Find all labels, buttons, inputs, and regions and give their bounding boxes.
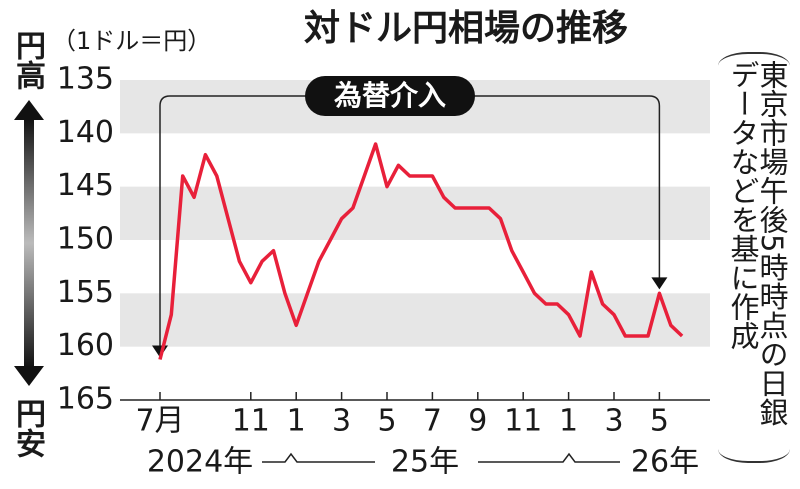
y-tick-label: 160 (57, 328, 114, 363)
line-series (158, 142, 684, 360)
y-tick-label: 145 (57, 168, 114, 203)
unit-label: （1ドル＝円） (52, 27, 211, 55)
bands (120, 80, 710, 347)
chart-title: 対ドル円相場の推移 (304, 8, 628, 49)
annotation-label: 為替介入 (334, 79, 446, 112)
y-bottom-label: 円安 (10, 398, 45, 458)
grid-band (120, 186, 710, 240)
x-tick-label: 3 (604, 404, 623, 439)
annotation-box (305, 76, 475, 116)
year-label: 26年 (631, 445, 699, 480)
arrow-head (14, 100, 44, 120)
x-tick-label: 1 (559, 404, 578, 439)
arrow-head (14, 366, 44, 386)
x-tick-label: 3 (332, 404, 351, 439)
annotation-arrow (651, 277, 668, 290)
y-top-label: 円高 (10, 30, 45, 90)
x-tick-label: 11 (232, 404, 270, 439)
year-axis (262, 452, 620, 463)
x-tick-label: 1 (287, 404, 306, 439)
y-tick-label: 135 (57, 62, 114, 97)
y-direction-arrow (24, 118, 34, 368)
y-tick-label: 140 (57, 115, 114, 150)
x-tick-label: 5 (650, 404, 669, 439)
intervention-annotation: 為替介入 (152, 76, 668, 358)
year-label: 25年 (391, 445, 459, 480)
y-tick-label: 150 (57, 222, 114, 257)
x-tick-label: 9 (468, 404, 487, 439)
x-tick-label: 5 (377, 404, 396, 439)
year-label: 2024年 (147, 445, 253, 480)
y-tick-label: 165 (57, 382, 114, 417)
source-note: 東京市場午後5時時点の日銀データなどを基に作成 (718, 52, 790, 463)
x-tick-label: 7月 (135, 404, 184, 439)
x-tick-label: 7 (423, 404, 442, 439)
x-tick-label: 11 (504, 404, 542, 439)
grid-band (120, 293, 710, 347)
y-tick-label: 155 (57, 275, 114, 310)
